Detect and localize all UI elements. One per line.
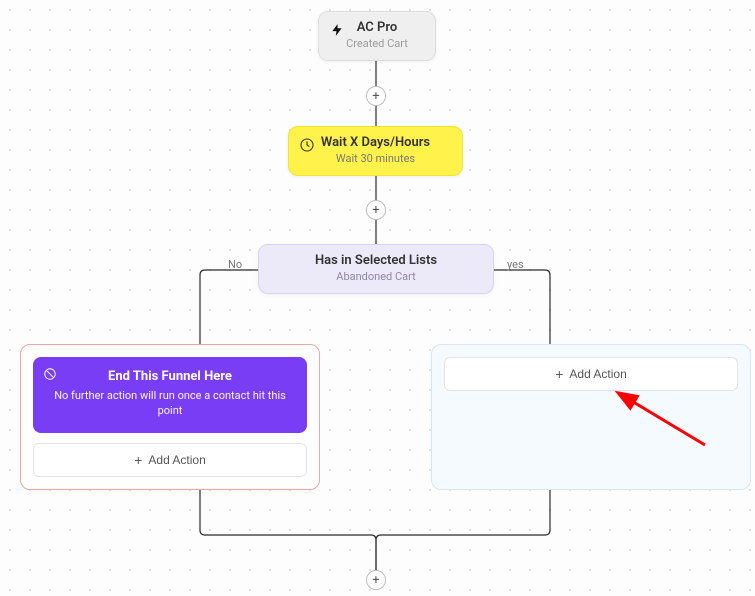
add-action-label: Add Action bbox=[148, 453, 205, 467]
panel-yes: + Add Action bbox=[431, 344, 751, 490]
branch-label-yes: yes bbox=[507, 258, 524, 271]
flow-canvas: AC Pro Created Cart + Wait X Days/Hours … bbox=[0, 0, 755, 596]
branch-label-no: No bbox=[228, 258, 242, 271]
wait-subtitle: Wait 30 minutes bbox=[303, 152, 448, 165]
end-subtitle: No further action will run once a contac… bbox=[47, 388, 293, 419]
condition-title: Has in Selected Lists bbox=[273, 253, 479, 268]
plus-glyph: + bbox=[372, 204, 379, 217]
wait-title: Wait X Days/Hours bbox=[303, 135, 448, 150]
end-title: End This Funnel Here bbox=[47, 369, 293, 384]
trigger-node[interactable]: AC Pro Created Cart bbox=[318, 11, 436, 61]
plus-icon: + bbox=[555, 366, 563, 382]
plus-glyph: + bbox=[372, 574, 379, 587]
condition-subtitle: Abandoned Cart bbox=[273, 270, 479, 283]
end-funnel-card[interactable]: End This Funnel Here No further action w… bbox=[33, 357, 307, 433]
clock-icon bbox=[297, 135, 317, 155]
add-action-button-yes[interactable]: + Add Action bbox=[444, 357, 738, 391]
plus-glyph: + bbox=[372, 90, 379, 103]
bolt-icon bbox=[327, 20, 347, 40]
add-action-label: Add Action bbox=[569, 367, 626, 381]
add-step-button-2[interactable]: + bbox=[366, 200, 386, 220]
add-step-button-1[interactable]: + bbox=[366, 86, 386, 106]
condition-node[interactable]: Has in Selected Lists Abandoned Cart bbox=[258, 244, 494, 294]
plus-icon: + bbox=[134, 452, 142, 468]
add-action-button-no[interactable]: + Add Action bbox=[33, 443, 307, 477]
end-icon bbox=[41, 365, 59, 383]
panel-no: End This Funnel Here No further action w… bbox=[20, 344, 320, 490]
add-step-button-3[interactable]: + bbox=[366, 570, 386, 590]
wait-node[interactable]: Wait X Days/Hours Wait 30 minutes bbox=[288, 126, 463, 176]
